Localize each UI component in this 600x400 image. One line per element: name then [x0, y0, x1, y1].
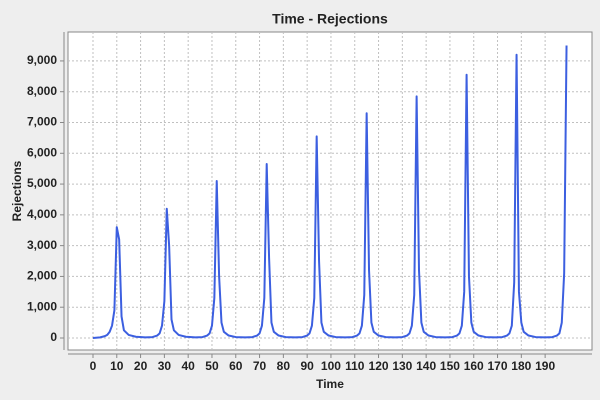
y-tick-label: 6,000	[27, 145, 57, 159]
x-tick-label: 180	[511, 359, 531, 373]
y-tick-label: 0	[50, 330, 57, 344]
x-tick-label: 150	[440, 359, 460, 373]
x-tick-label: 120	[369, 359, 389, 373]
x-tick-label: 10	[110, 359, 124, 373]
y-tick-label: 8,000	[27, 84, 57, 98]
y-tick-label: 9,000	[27, 53, 57, 67]
x-tick-label: 30	[158, 359, 172, 373]
x-tick-label: 50	[205, 359, 219, 373]
y-tick-label: 3,000	[27, 238, 57, 252]
data-line	[92, 45, 568, 339]
chart-title: Time - Rejections	[272, 11, 388, 27]
y-tick-label: 1,000	[27, 299, 57, 313]
y-tick-label: 7,000	[27, 115, 57, 129]
x-tick-label: 190	[535, 359, 555, 373]
x-tick-label: 60	[229, 359, 243, 373]
x-tick-label: 80	[277, 359, 291, 373]
x-tick-label: 140	[416, 359, 436, 373]
x-tick-label: 20	[134, 359, 148, 373]
x-tick-label: 90	[300, 359, 314, 373]
plot-area	[67, 31, 593, 351]
x-tick-label: 100	[321, 359, 341, 373]
x-tick-label: 160	[464, 359, 484, 373]
x-tick-label: 110	[345, 359, 365, 373]
y-tick-label: 2,000	[27, 269, 57, 283]
x-tick-label: 0	[90, 359, 97, 373]
y-axis-label: Rejections	[10, 160, 24, 221]
x-tick-label: 70	[253, 359, 267, 373]
x-tick-label: 130	[392, 359, 412, 373]
y-tick-label: 4,000	[27, 207, 57, 221]
y-tick-label: 5,000	[27, 176, 57, 190]
x-axis-label: Time	[316, 377, 344, 391]
x-tick-label: 170	[488, 359, 508, 373]
x-tick-label: 40	[181, 359, 195, 373]
